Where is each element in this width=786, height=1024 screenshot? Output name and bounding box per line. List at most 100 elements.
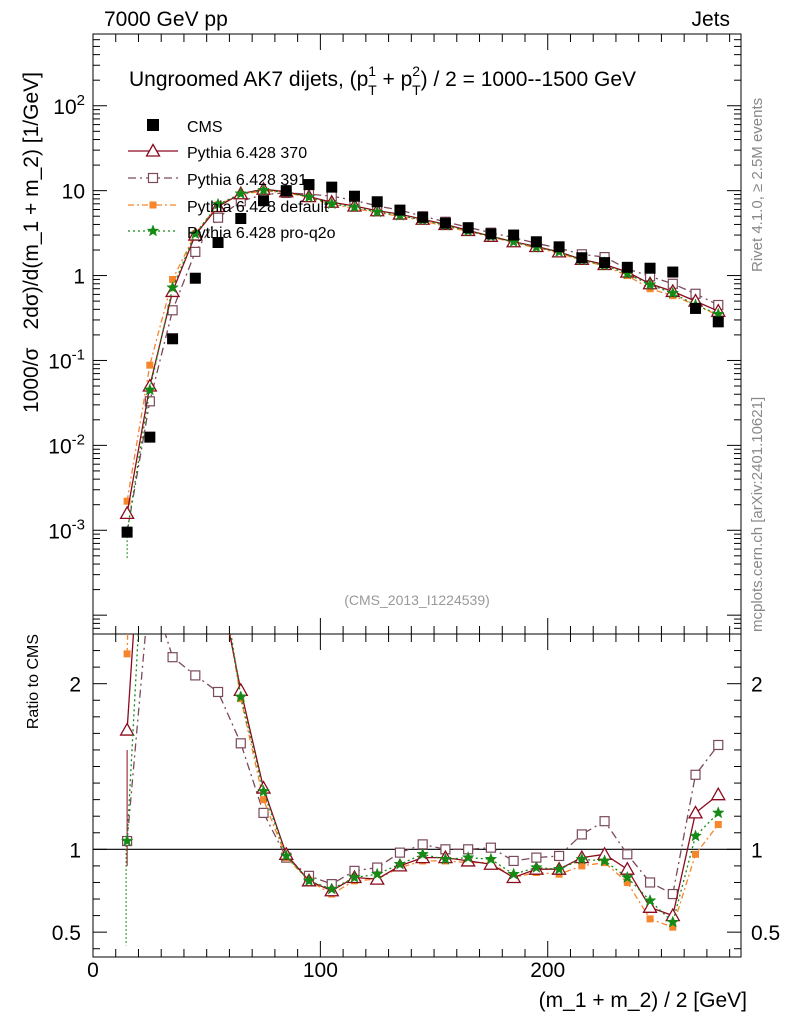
p391-ratio-point bbox=[531, 852, 542, 863]
header-analysis: Jets bbox=[691, 8, 730, 31]
pq2o-ratio-point bbox=[643, 893, 657, 907]
y-tick-exp: 2 bbox=[77, 92, 85, 109]
pq2o-ratio-point bbox=[212, 545, 223, 556]
p370-ratio-point bbox=[710, 786, 726, 801]
pdefault-ratio-point bbox=[578, 862, 586, 870]
cms-data-point bbox=[508, 229, 520, 241]
pdefault-point bbox=[123, 497, 131, 505]
cms-data-point bbox=[417, 211, 429, 223]
cms-data-point bbox=[439, 217, 451, 229]
pq2o-ratio-point bbox=[325, 882, 339, 895]
ratio-series-pdefault bbox=[123, 183, 722, 931]
legend-label-pq2o: Pythia 6.428 pro-q2o bbox=[187, 225, 336, 242]
title-sup1: 1 bbox=[368, 63, 376, 79]
pdefault-point bbox=[146, 361, 154, 369]
p391-ratio-point bbox=[667, 888, 678, 900]
y-tick-exp: -1 bbox=[72, 346, 85, 363]
p370-ratio-point bbox=[212, 570, 225, 582]
pq2o-ratio-point bbox=[257, 784, 270, 797]
pdefault-ratio-point bbox=[669, 923, 677, 931]
p391-ratio-point bbox=[599, 816, 610, 827]
ratio-y-ticks bbox=[93, 650, 741, 950]
cms-data-point bbox=[462, 222, 474, 234]
p370-ratio-point bbox=[642, 899, 658, 913]
legend-marker-p370 bbox=[145, 143, 161, 157]
pq2o-ratio-point bbox=[484, 852, 498, 865]
y-tick-label: 10-3 bbox=[48, 516, 85, 543]
pdefault-ratio-point bbox=[623, 878, 631, 886]
cms-data-point bbox=[212, 237, 224, 249]
x-tick-label: 100 bbox=[303, 959, 338, 982]
cms-data-point bbox=[235, 212, 247, 224]
p391-ratio-point bbox=[576, 829, 587, 840]
x-tick-label: 0 bbox=[87, 959, 99, 982]
ratio-series-pq2o bbox=[120, 462, 725, 928]
ratio-line-p370 bbox=[126, 634, 719, 917]
legend-entry-pdefault: Pythia 6.428 default bbox=[128, 199, 329, 216]
pq2o-point bbox=[302, 190, 316, 203]
pq2o-point bbox=[234, 187, 248, 200]
ratio-y-tick-label-left: 2 bbox=[69, 674, 81, 697]
cms-data-point bbox=[348, 190, 360, 202]
p391-point bbox=[212, 212, 224, 223]
y-tick-base: 10 bbox=[48, 350, 71, 373]
pq2o-ratio-point bbox=[598, 854, 611, 867]
pq2o-ratio-point bbox=[120, 834, 134, 847]
p391-ratio-point bbox=[212, 686, 224, 698]
p391-ratio-point bbox=[713, 739, 724, 751]
pq2o-point bbox=[666, 286, 680, 299]
p370-ratio-point bbox=[687, 805, 704, 819]
y-tick-label: 10 bbox=[62, 181, 85, 204]
pdefault-ratio-point bbox=[169, 183, 176, 190]
y-tick-label-text: 102 bbox=[53, 92, 85, 119]
x-tick-label: 200 bbox=[530, 959, 565, 982]
main-ticks bbox=[93, 33, 741, 635]
pq2o-ratio-point bbox=[190, 462, 201, 473]
cms-data-point bbox=[167, 333, 179, 345]
y-tick-label-text: 10-1 bbox=[48, 346, 85, 373]
pq2o-ratio-point bbox=[439, 852, 452, 865]
p391-ratio-point bbox=[417, 839, 428, 850]
title-post: ) / 2 = 1000--1500 GeV bbox=[421, 68, 636, 91]
y-tick-label: 10-1 bbox=[48, 346, 85, 373]
p391-ratio-point bbox=[258, 807, 269, 818]
pq2o-point bbox=[188, 227, 202, 240]
legend-label-cms: CMS bbox=[187, 119, 223, 136]
y-tick-label: 102 bbox=[53, 92, 85, 119]
header-process: 7000 GeV pp bbox=[104, 8, 228, 31]
y-tick-label-text: 10-2 bbox=[48, 431, 85, 458]
pq2o-ratio-point bbox=[552, 862, 566, 875]
p391-point bbox=[144, 396, 155, 407]
pq2o-ratio-point bbox=[507, 867, 521, 880]
cms-data-point bbox=[303, 179, 315, 191]
legend-marker-pq2o bbox=[146, 224, 160, 237]
ratio-line-pdefault bbox=[126, 634, 719, 929]
x-axis-label: (m_1 + m_2) / 2 [GeV] bbox=[539, 989, 747, 1012]
ratio-y-tick-label-right: 1 bbox=[751, 839, 763, 862]
cms-data-point bbox=[394, 204, 406, 216]
pq2o-ratio-point bbox=[529, 860, 543, 873]
pq2o-ratio-point bbox=[416, 847, 430, 860]
pq2o-ratio-point bbox=[370, 867, 384, 880]
p391-ratio-point bbox=[394, 847, 406, 858]
legend-label-p370: Pythia 6.428 370 bbox=[187, 145, 307, 162]
title-mid: + p bbox=[377, 68, 413, 91]
legend-entry-pq2o: Pythia 6.428 pro-q2o bbox=[128, 224, 336, 242]
cms-data-point bbox=[690, 302, 702, 314]
cms-data-point bbox=[280, 185, 292, 197]
pq2o-ratio-point bbox=[689, 829, 702, 842]
cms-data-point bbox=[189, 272, 201, 284]
pdefault-ratio-point bbox=[714, 820, 722, 828]
pq2o-point bbox=[348, 200, 361, 213]
pq2o-ratio-point bbox=[711, 806, 725, 819]
pdefault-ratio-point bbox=[123, 650, 131, 658]
cms-data-point bbox=[144, 431, 156, 443]
ratio-y-tick-label-left: 1 bbox=[69, 839, 81, 862]
pdefault-ratio-point bbox=[192, 465, 199, 472]
pq2o-point bbox=[643, 278, 657, 291]
pq2o-point bbox=[166, 280, 179, 294]
p370-ratio-point bbox=[189, 478, 202, 490]
cms-data-point bbox=[644, 262, 656, 274]
cms-data-point bbox=[371, 196, 383, 208]
